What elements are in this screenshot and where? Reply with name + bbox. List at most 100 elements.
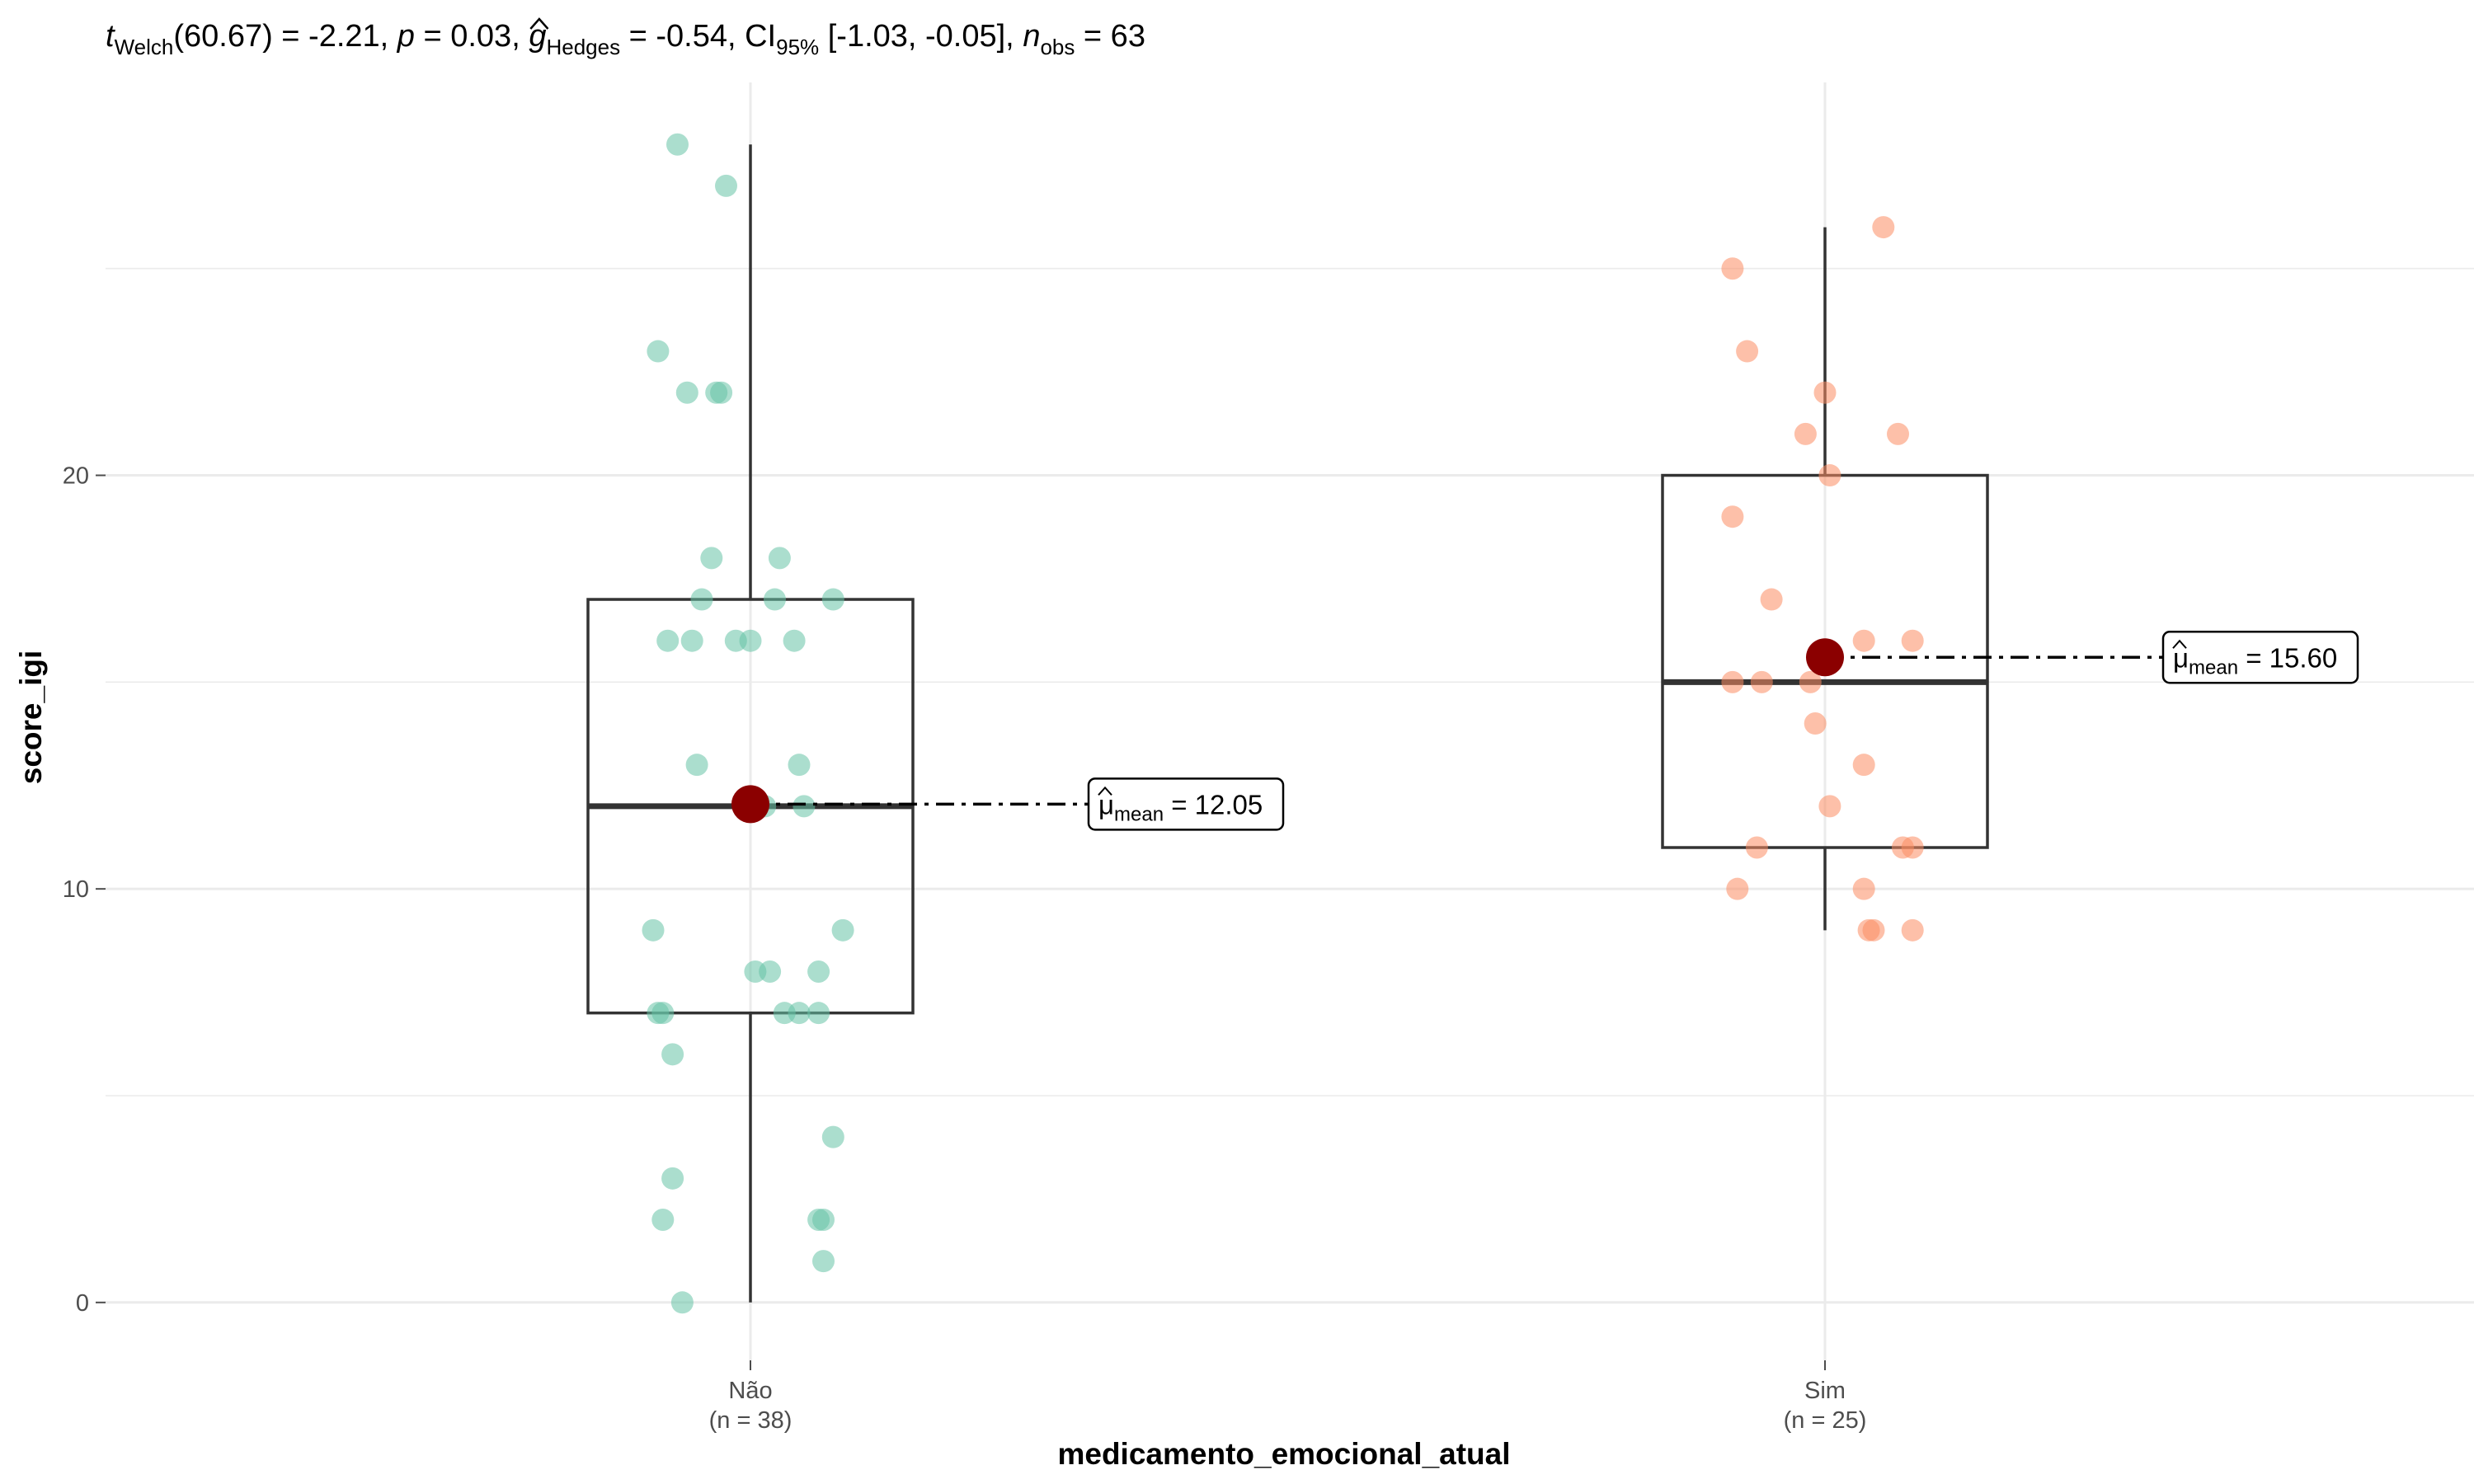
data-point bbox=[1901, 629, 1924, 652]
mean-label-sub: mean bbox=[1114, 803, 1164, 825]
data-point bbox=[700, 547, 723, 570]
y-tick-label: 10 bbox=[63, 876, 89, 903]
data-point bbox=[1901, 918, 1924, 942]
data-point bbox=[1760, 588, 1783, 611]
data-point bbox=[821, 588, 844, 611]
mu-hat-mark bbox=[1098, 786, 1112, 796]
data-point bbox=[783, 629, 806, 652]
data-point bbox=[768, 547, 791, 570]
data-point bbox=[764, 588, 786, 611]
data-point bbox=[1887, 422, 1909, 445]
data-point bbox=[807, 960, 830, 984]
data-point bbox=[1721, 670, 1744, 693]
x-axis-title: medicamento_emocional_atual bbox=[1057, 1437, 1510, 1471]
group-0: μmean = 12.05 bbox=[586, 133, 1285, 1314]
title-g-sub: Hedges bbox=[546, 35, 620, 59]
data-point bbox=[807, 1002, 830, 1025]
data-point bbox=[1721, 257, 1744, 280]
mean-label-text: μmean = 15.60 bbox=[2173, 642, 2337, 679]
mean-label-sub: mean bbox=[2189, 656, 2238, 679]
data-point bbox=[715, 174, 737, 197]
title-t-sub: Welch bbox=[115, 35, 174, 59]
mean-label-mu: μ bbox=[2173, 642, 2189, 673]
data-point bbox=[1721, 505, 1744, 528]
title-g-value: = -0.54, CI bbox=[620, 19, 776, 54]
title-t-symbol: t bbox=[106, 19, 115, 54]
mean-label: μmean = 15.60 bbox=[2161, 631, 2359, 684]
data-point bbox=[1794, 422, 1817, 445]
data-point bbox=[1813, 381, 1837, 404]
chart-title: tWelch(60.67) = -2.21, p = 0.03, gHedges… bbox=[106, 19, 1145, 59]
title-g-symbol: g bbox=[529, 19, 546, 54]
data-point bbox=[739, 629, 762, 652]
data-point bbox=[1804, 712, 1827, 735]
data-point bbox=[1852, 629, 1875, 652]
x-tick-n-label: (n = 38) bbox=[709, 1407, 793, 1434]
data-point bbox=[1872, 216, 1895, 239]
data-point bbox=[1736, 340, 1759, 363]
data-point bbox=[685, 754, 708, 777]
data-point bbox=[1750, 670, 1773, 693]
data-point bbox=[661, 1167, 684, 1190]
y-axis-title: score_igi bbox=[14, 650, 48, 784]
mean-label-box bbox=[2161, 631, 2359, 684]
data-point bbox=[812, 1250, 835, 1273]
title-n-sub: obs bbox=[1040, 35, 1075, 59]
mean-label: μmean = 12.05 bbox=[1087, 777, 1285, 831]
data-point bbox=[1818, 464, 1841, 487]
x-axis: Não (n = 38) Sim (n = 25) bbox=[709, 1360, 1867, 1434]
data-point bbox=[666, 133, 689, 156]
data-point bbox=[651, 1208, 675, 1231]
data-point bbox=[642, 918, 665, 942]
data-point bbox=[788, 754, 811, 777]
title-ci-value: [-1.03, -0.05], bbox=[819, 19, 1023, 54]
data-point bbox=[656, 629, 680, 652]
x-tick-label: Sim bbox=[1804, 1378, 1846, 1404]
title-t-value: (60.67) = -2.21, bbox=[173, 19, 397, 54]
data-point bbox=[647, 340, 670, 363]
data-point bbox=[1862, 918, 1885, 942]
data-point bbox=[821, 1125, 844, 1148]
y-axis: 0 10 20 bbox=[63, 463, 106, 1317]
mean-label-box bbox=[1087, 777, 1285, 831]
title-ci-sub: 95% bbox=[776, 35, 819, 59]
data-point bbox=[1799, 670, 1822, 693]
data-point bbox=[661, 1043, 684, 1066]
title-n-value: = 63 bbox=[1075, 19, 1145, 54]
data-point bbox=[675, 381, 698, 404]
y-tick-label: 0 bbox=[76, 1290, 89, 1317]
data-point bbox=[831, 918, 854, 942]
mean-label-value: = 12.05 bbox=[1164, 789, 1263, 819]
grid bbox=[106, 82, 2474, 1360]
data-point bbox=[690, 588, 713, 611]
data-point bbox=[1901, 836, 1924, 859]
data-point bbox=[710, 381, 733, 404]
data-point bbox=[680, 629, 703, 652]
mu-hat-mark bbox=[2172, 639, 2187, 649]
title-p-value: = 0.03, bbox=[415, 19, 529, 54]
data-point bbox=[793, 795, 816, 818]
mean-label-value: = 15.60 bbox=[2238, 642, 2337, 673]
mean-point bbox=[731, 785, 769, 824]
x-tick-n-label: (n = 25) bbox=[1784, 1407, 1867, 1434]
data-point bbox=[788, 1002, 811, 1025]
data-point bbox=[1818, 795, 1841, 818]
data-point bbox=[1852, 754, 1875, 777]
data-point bbox=[1745, 836, 1768, 859]
title-n-symbol: n bbox=[1023, 19, 1040, 54]
g-hat-mark bbox=[529, 17, 549, 30]
mean-label-text: μmean = 12.05 bbox=[1098, 789, 1263, 825]
mean-label-mu: μ bbox=[1098, 789, 1114, 819]
data-point bbox=[651, 1002, 675, 1025]
data-point bbox=[670, 1291, 694, 1314]
title-p-symbol: p bbox=[397, 19, 415, 54]
mean-point bbox=[1806, 638, 1844, 677]
y-tick-label: 20 bbox=[63, 463, 89, 490]
x-tick-label: Não bbox=[728, 1378, 772, 1404]
data-point bbox=[759, 960, 782, 984]
data-point bbox=[812, 1208, 835, 1231]
data-point bbox=[1726, 877, 1749, 900]
group-1: μmean = 15.60 bbox=[1661, 216, 2359, 942]
